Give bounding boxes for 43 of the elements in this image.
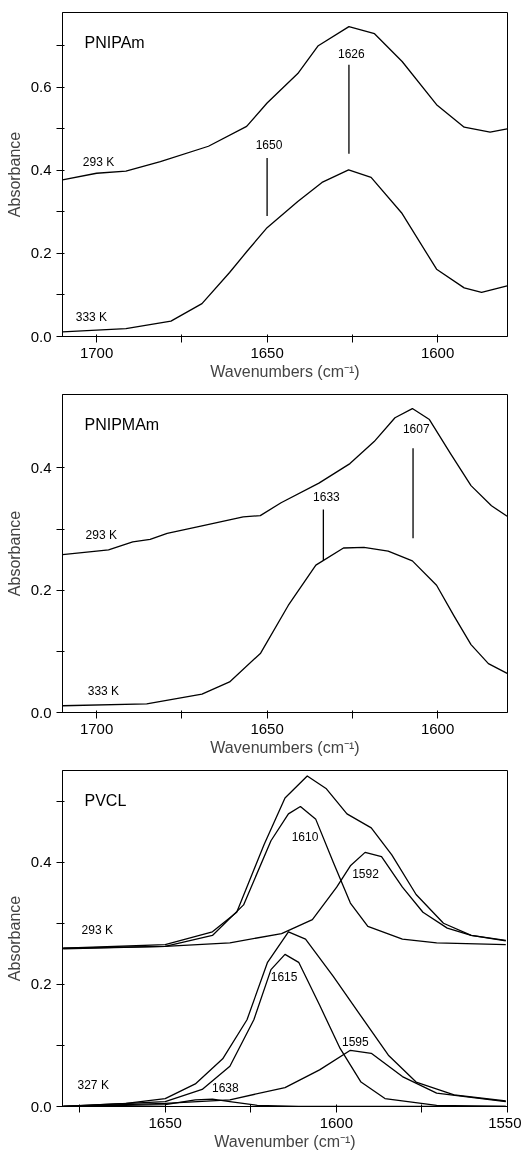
x-tick-label: 1550 [488, 1113, 521, 1131]
annotation: 1610 [291, 829, 319, 844]
x-tick-label: 1600 [420, 719, 455, 737]
text: PVCL [84, 791, 127, 809]
y-tick-label: 0.2 [30, 975, 52, 993]
annotation: 1615 [270, 969, 298, 984]
y-tick-label: 0.6 [30, 78, 52, 96]
annotation: 327 K [77, 1077, 109, 1092]
annotation: 333 K [87, 684, 120, 699]
x-tick-label: 1650 [250, 719, 284, 737]
y-axis-title: Absorbance [5, 131, 23, 218]
x-axis-title: Wavenumbers (cm⁻¹) [210, 738, 360, 756]
x-tick-label: 1600 [319, 1113, 354, 1131]
x-tick-label: 1700 [79, 343, 114, 361]
annotation: 293 K [85, 528, 117, 543]
annotation: 1633 [313, 490, 341, 505]
y-tick-label: 0.4 [30, 458, 52, 476]
annotation: 1607 [402, 422, 430, 437]
annotation: 1595 [341, 1035, 369, 1050]
x-tick-label: 1600 [420, 343, 455, 361]
y-tick-label: 0.4 [30, 161, 52, 179]
annotation: 293 K [82, 155, 115, 170]
annotation: 333 K [75, 310, 108, 325]
x-axis-title: Wavenumber (cm⁻¹) [214, 1132, 356, 1150]
x-tick-label: 1650 [250, 343, 284, 361]
y-tick-label: 0.4 [30, 853, 52, 871]
text: PNIPMAm [84, 415, 160, 433]
annotation: 1650 [255, 138, 283, 153]
x-axis-title: Wavenumbers (cm⁻¹) [210, 362, 360, 380]
y-axis-title: Absorbance [5, 510, 23, 597]
text: PNIPAm [84, 33, 145, 51]
y-tick-label: 0.0 [30, 703, 52, 721]
y-tick-label: 0.2 [30, 581, 52, 599]
x-tick-label: 1650 [148, 1113, 182, 1131]
annotation: 1638 [212, 1081, 240, 1096]
y-axis-title: Absorbance [5, 895, 23, 982]
annotation: 1626 [337, 47, 365, 62]
annotation: 293 K [81, 923, 113, 938]
y-tick-label: 0.2 [30, 244, 52, 262]
x-tick-label: 1700 [79, 719, 114, 737]
y-tick-label: 0.0 [30, 327, 52, 345]
annotation: 1592 [352, 867, 380, 882]
y-tick-label: 0.0 [30, 1097, 52, 1115]
